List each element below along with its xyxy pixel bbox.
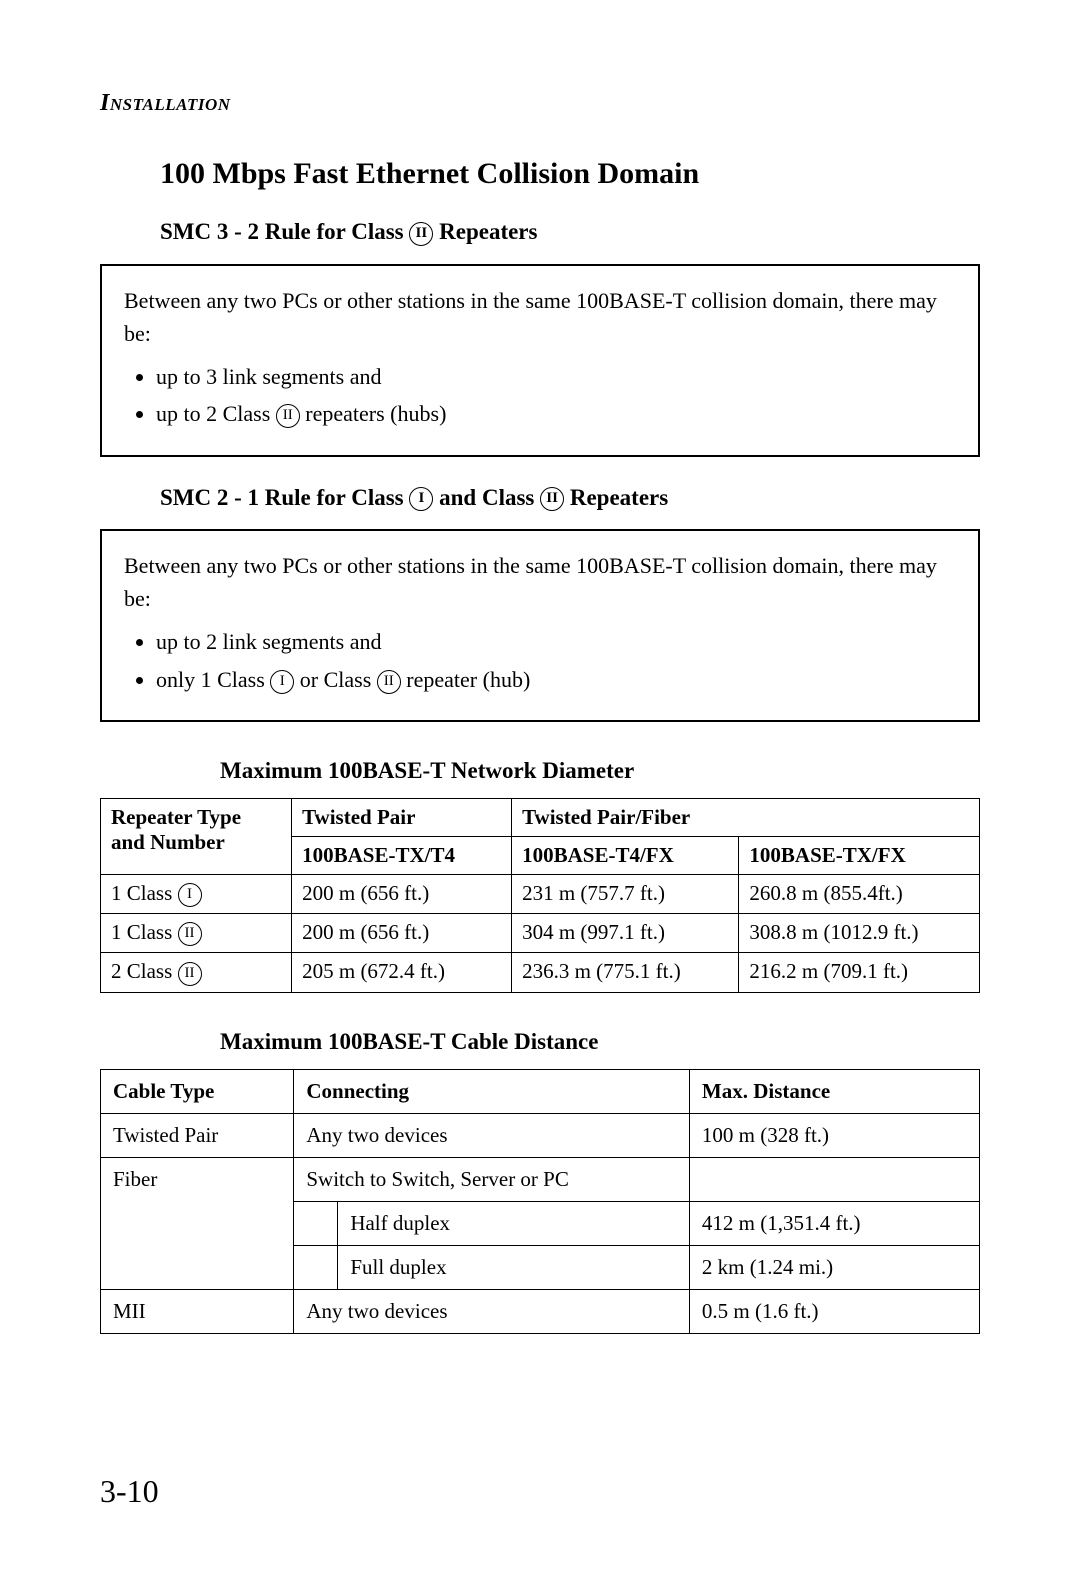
c-r5-c1: MII [101,1289,294,1333]
subhead-smc21: SMC 2 - 1 Rule for Class I and Class II … [160,485,980,512]
th-txfx: 100BASE-TX/FX [739,837,980,875]
box1-intro: Between any two PCs or other stations in… [124,284,956,350]
th-t4fx: 100BASE-T4/FX [512,837,739,875]
class-i-icon: I [178,883,202,907]
sub1-suffix: Repeaters [433,219,537,244]
box2-bullet1: up to 2 link segments and [156,623,956,660]
th-rep-l2: and Number [111,830,225,854]
c-r4-c3: 2 km (1.24 mi.) [689,1245,979,1289]
r3-c2: 236.3 m (775.1 ft.) [512,953,739,992]
th-conn: Connecting [294,1069,690,1113]
rule-box-1: Between any two PCs or other stations in… [100,264,980,457]
sub2-suffix: Repeaters [564,485,668,510]
c-r5-c3: 0.5 m (1.6 ft.) [689,1289,979,1333]
c-r4-indent [294,1245,338,1289]
th-tpf: Twisted Pair/Fiber [512,799,980,837]
th-tp-sub: 100BASE-TX/T4 [292,837,512,875]
r2-c1: 200 m (656 ft.) [292,914,512,953]
sub2-prefix: SMC 2 - 1 Rule for Class [160,485,409,510]
th-cable: Cable Type [101,1069,294,1113]
page-title: 100 Mbps Fast Ethernet Collision Domain [160,157,980,191]
sub2-mid: and Class [433,485,540,510]
table-row: Twisted Pair Any two devices 100 m (328 … [101,1113,980,1157]
box2-list: up to 2 link segments and only 1 Class I… [156,623,956,698]
table-row: 2 Class II 205 m (672.4 ft.) 236.3 m (77… [101,953,980,992]
th-tp: Twisted Pair [292,799,512,837]
box1-bullet1: up to 3 link segments and [156,358,956,395]
r3-c1: 205 m (672.4 ft.) [292,953,512,992]
section-label-text: Installation [100,90,231,116]
cable-table: Cable Type Connecting Max. Distance Twis… [100,1069,980,1334]
table-row: Fiber Switch to Switch, Server or PC [101,1157,980,1201]
table-row: 1 Class II 200 m (656 ft.) 304 m (997.1 … [101,914,980,953]
page-number: 3-10 [100,1473,159,1510]
c-r2-c2: Switch to Switch, Server or PC [294,1157,690,1201]
content-area: 100 Mbps Fast Ethernet Collision Domain … [160,157,980,1334]
box1-bullet2: up to 2 Class II repeaters (hubs) [156,395,956,432]
th-rep-l1: Repeater Type [111,805,241,829]
c-r1-c2: Any two devices [294,1113,690,1157]
subhead-smc32: SMC 3 - 2 Rule for Class II Repeaters [160,219,980,246]
class-ii-icon: II [178,962,202,986]
class-ii-icon: II [178,922,202,946]
class-ii-icon: II [540,487,564,511]
box2-b2-mid: or Class [294,667,377,692]
r1-label: 1 Class I [101,875,292,914]
section-label: Installation [100,90,980,117]
c-r3-c2: Half duplex [338,1201,690,1245]
c-r2-c1: Fiber [101,1157,294,1289]
r1-pre: 1 Class [111,881,178,905]
th-repeater: Repeater Type and Number [101,799,292,875]
table-row: MII Any two devices 0.5 m (1.6 ft.) [101,1289,980,1333]
table-row: Cable Type Connecting Max. Distance [101,1069,980,1113]
table-row: Repeater Type and Number Twisted Pair Tw… [101,799,980,837]
r1-c3: 260.8 m (855.4ft.) [739,875,980,914]
box2-bullet2: only 1 Class I or Class II repeater (hub… [156,661,956,698]
box2-b2-suffix: repeater (hub) [401,667,530,692]
r2-label: 1 Class II [101,914,292,953]
r2-c2: 304 m (997.1 ft.) [512,914,739,953]
r2-pre: 1 Class [111,920,178,944]
table-row: 1 Class I 200 m (656 ft.) 231 m (757.7 f… [101,875,980,914]
class-i-icon: I [270,670,294,694]
c-r1-c1: Twisted Pair [101,1113,294,1157]
table2-title: Maximum 100BASE-T Cable Distance [220,1029,980,1055]
class-i-icon: I [409,487,433,511]
diameter-table: Repeater Type and Number Twisted Pair Tw… [100,798,980,993]
box1-b2-suffix: repeaters (hubs) [300,401,447,426]
box1-b2-prefix: up to 2 Class [156,401,276,426]
th-max: Max. Distance [689,1069,979,1113]
table1-title: Maximum 100BASE-T Network Diameter [220,758,980,784]
rule-box-2: Between any two PCs or other stations in… [100,529,980,722]
c-r3-indent [294,1201,338,1245]
class-ii-icon: II [276,404,300,428]
box1-list: up to 3 link segments and up to 2 Class … [156,358,956,433]
page: Installation 100 Mbps Fast Ethernet Coll… [0,0,1080,1570]
c-r1-c3: 100 m (328 ft.) [689,1113,979,1157]
class-ii-icon: II [377,670,401,694]
c-r4-c2: Full duplex [338,1245,690,1289]
r1-c1: 200 m (656 ft.) [292,875,512,914]
c-r5-c2: Any two devices [294,1289,690,1333]
r1-c2: 231 m (757.7 ft.) [512,875,739,914]
r3-pre: 2 Class [111,959,178,983]
box2-b2-prefix: only 1 Class [156,667,270,692]
r3-c3: 216.2 m (709.1 ft.) [739,953,980,992]
sub1-prefix: SMC 3 - 2 Rule for Class [160,219,409,244]
class-ii-icon: II [409,222,433,246]
box2-intro: Between any two PCs or other stations in… [124,549,956,615]
c-r3-c3: 412 m (1,351.4 ft.) [689,1201,979,1245]
r2-c3: 308.8 m (1012.9 ft.) [739,914,980,953]
r3-label: 2 Class II [101,953,292,992]
c-r2-c3 [689,1157,979,1201]
